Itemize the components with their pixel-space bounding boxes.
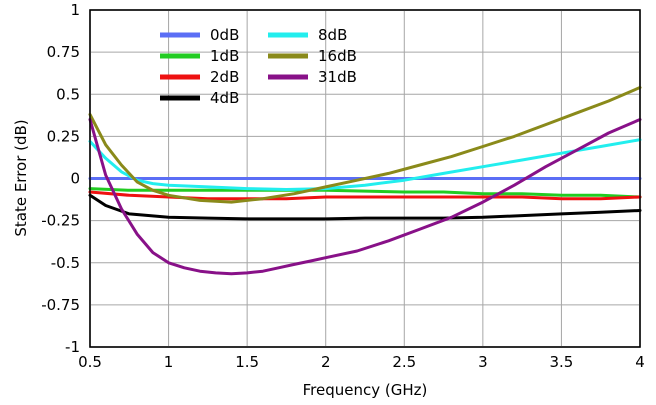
y-tick-label: 0.75 bbox=[47, 43, 80, 61]
legend-label-16dB: 16dB bbox=[318, 47, 357, 65]
legend-label-31dB: 31dB bbox=[318, 68, 357, 86]
x-tick-label: 4 bbox=[635, 353, 645, 371]
legend: 0dB 1dB 2dB 4dB 8dB 16dB 31dB bbox=[160, 26, 357, 107]
y-tick-label: 0.5 bbox=[56, 85, 80, 103]
series-line-1dB bbox=[88, 187, 642, 199]
y-tick-label: -0.5 bbox=[51, 254, 80, 272]
series-line-31dB bbox=[88, 118, 642, 276]
x-tick-label: 2.5 bbox=[392, 353, 416, 371]
x-tick-labels: 0.5 1 1.5 2 2.5 3 3.5 4 bbox=[78, 353, 645, 371]
legend-label-1dB: 1dB bbox=[210, 47, 239, 65]
y-tick-label: 0.25 bbox=[47, 127, 80, 145]
x-tick-label: 0.5 bbox=[78, 353, 102, 371]
series-lines bbox=[88, 86, 642, 276]
series-line-16dB bbox=[88, 86, 642, 204]
y-tick-label: -1 bbox=[65, 338, 80, 356]
y-tick-labels: 1 0.75 0.5 0.25 0 -0.25 -0.5 -0.75 -1 bbox=[41, 1, 80, 356]
legend-label-8dB: 8dB bbox=[318, 26, 347, 44]
plot-border bbox=[89, 9, 641, 348]
y-tick-label: 0 bbox=[70, 170, 80, 188]
legend-label-2dB: 2dB bbox=[210, 68, 239, 86]
x-axis-label: Frequency (GHz) bbox=[303, 381, 428, 399]
legend-label-0dB: 0dB bbox=[210, 26, 239, 44]
series-line-4dB bbox=[88, 193, 642, 221]
x-tick-label: 1 bbox=[164, 353, 174, 371]
x-tick-label: 3.5 bbox=[549, 353, 573, 371]
x-tick-label: 3 bbox=[478, 353, 488, 371]
y-tick-label: -0.25 bbox=[41, 212, 80, 230]
y-tick-label: 1 bbox=[70, 1, 80, 19]
legend-label-4dB: 4dB bbox=[210, 89, 239, 107]
y-axis-label: State Error (dB) bbox=[12, 119, 30, 236]
y-tick-label: -0.75 bbox=[41, 296, 80, 314]
x-tick-label: 1.5 bbox=[235, 353, 259, 371]
x-tick-label: 2 bbox=[321, 353, 331, 371]
